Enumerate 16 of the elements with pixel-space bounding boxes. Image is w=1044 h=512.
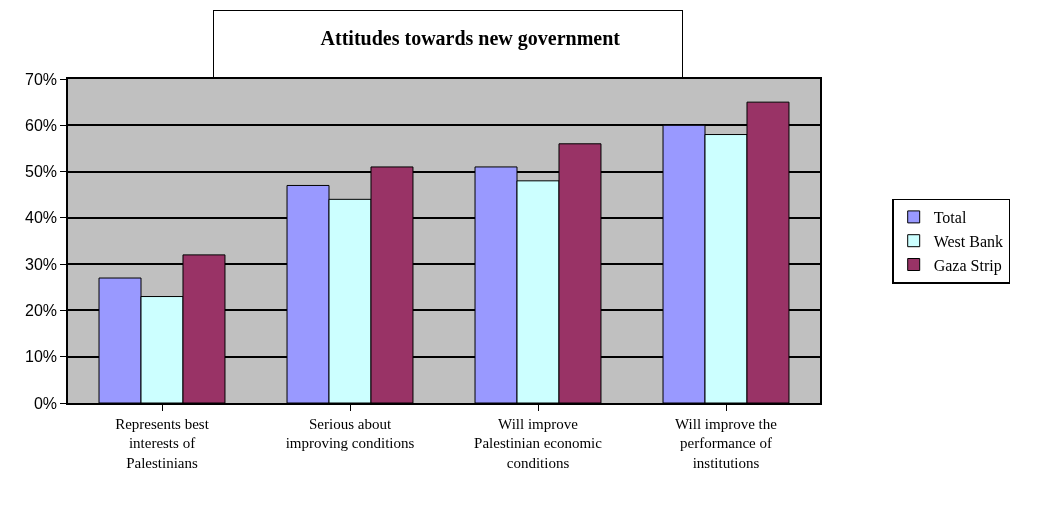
y-tick-label: 50% (25, 163, 58, 181)
legend-label: West Bank (933, 232, 1004, 250)
x-tick-label: Will improve the performance of institutions (675, 415, 778, 471)
y-tick-label: 10% (25, 348, 58, 366)
x-tick-label: Serious about improving conditions (285, 415, 415, 452)
legend-label: Total (933, 209, 967, 227)
y-tick-label: 60% (25, 116, 58, 134)
y-tick-label: 30% (25, 255, 58, 273)
y-tick-label: 70% (25, 70, 58, 88)
y-tick-label: 20% (25, 302, 58, 320)
y-tick-label: 0% (33, 394, 58, 412)
x-tick-label: Represents best interests of Palestinians (115, 415, 210, 471)
y-tick-label: 40% (25, 209, 58, 227)
chart-title: Attitudes towards new government (320, 26, 621, 50)
legend-label: Gaza Strip (933, 256, 1002, 275)
x-tick-label: Will improve Palestinian economic conditions (474, 415, 603, 471)
